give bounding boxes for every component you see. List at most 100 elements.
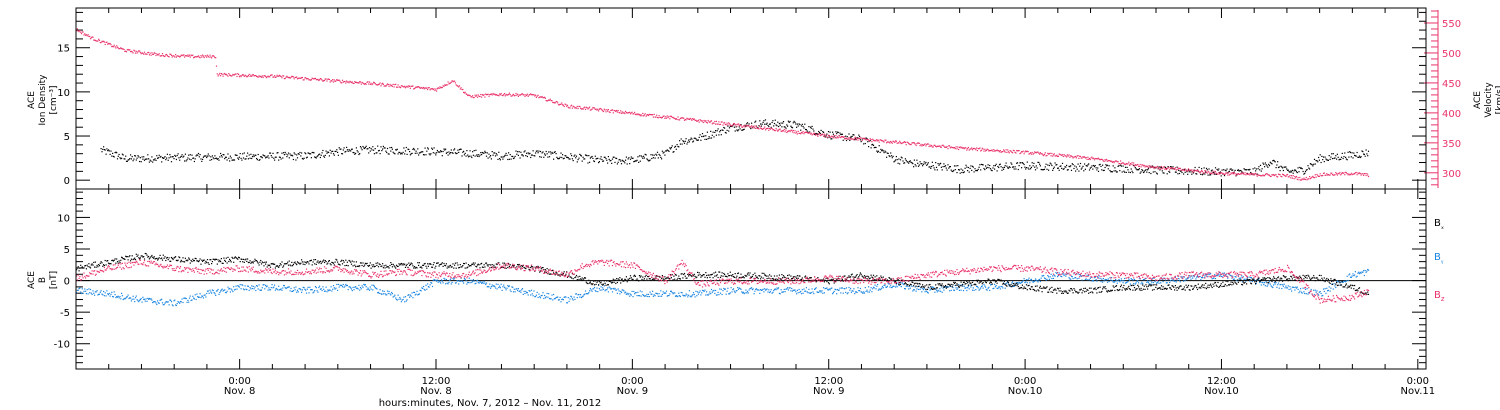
data-point [1355,276,1357,278]
data-point [756,127,758,129]
data-point [413,149,416,151]
data-point [370,82,372,84]
data-point [737,287,739,289]
data-point [232,291,234,293]
data-point [1014,166,1016,168]
data-point [107,43,109,45]
data-point [915,165,917,167]
data-point [248,154,250,156]
data-point [826,136,828,138]
data-point [802,131,804,133]
data-point [474,94,476,96]
data-point [1025,150,1027,152]
data-point [1052,275,1054,277]
data-point [1118,163,1120,165]
data-point [687,296,689,298]
data-point [1044,152,1046,154]
data-point [310,79,312,81]
data-point [257,153,259,156]
data-point [1273,160,1275,162]
data-point [143,159,146,161]
data-point [521,93,523,95]
data-point [414,152,416,154]
data-point [242,74,244,76]
data-point [170,260,172,262]
data-point [1017,168,1019,171]
data-point [1103,280,1105,282]
data-point [1088,163,1090,165]
data-point [1325,158,1327,160]
data-point [321,152,323,154]
data-point [476,154,478,156]
data-point [138,156,140,158]
data-point [424,147,426,149]
data-point [1297,177,1299,179]
data-point [902,142,904,144]
data-point [1046,278,1048,280]
data-point [1259,175,1262,177]
data-point [112,152,114,154]
data-point [1188,171,1190,173]
data-point [117,155,119,157]
data-point [224,74,227,76]
data-point [1004,151,1006,153]
data-point [790,290,792,292]
data-point [796,133,798,135]
data-point [1250,277,1252,279]
data-point [864,142,866,145]
data-point [385,294,387,296]
data-point [617,109,619,112]
data-point [709,291,711,293]
data-point [165,301,167,303]
data-point [788,130,790,132]
data-point [522,94,524,96]
data-point [1302,179,1304,181]
data-point [276,152,278,154]
data-point [610,109,612,111]
data-point [1340,281,1343,283]
data-point [960,168,962,170]
data-point [251,74,254,76]
data-point [781,126,783,128]
data-point [1124,171,1126,173]
data-point [988,150,990,152]
data-point [1307,165,1309,167]
data-point [720,121,722,123]
data-point [1076,168,1078,170]
data-point [1304,171,1307,173]
data-point [368,147,371,149]
data-point [634,292,636,294]
data-point [1182,276,1184,278]
data-point [382,83,384,85]
data-point [170,256,173,259]
data-point [293,287,295,289]
data-point [882,287,884,289]
data-point [788,287,790,289]
data-point [284,287,286,289]
data-point [1282,284,1284,286]
data-point [966,289,968,292]
data-point [98,39,101,41]
data-point [351,81,353,83]
data-point [1308,178,1310,180]
data-point [174,56,176,58]
data-point [965,164,967,166]
data-point [1048,153,1050,155]
data-point [949,147,951,149]
data-point [692,294,694,296]
data-point [392,296,394,298]
data-point [454,277,456,279]
data-point [553,293,555,296]
data-point [1061,273,1064,275]
data-point [270,74,272,76]
data-point [638,114,641,116]
data-point [544,297,546,299]
data-point [107,42,110,45]
data-point [1281,166,1283,168]
data-point [1283,166,1285,168]
data-point [161,302,164,304]
data-point [592,107,594,109]
data-point [807,292,809,294]
data-point [1348,173,1350,175]
data-point [554,298,556,300]
